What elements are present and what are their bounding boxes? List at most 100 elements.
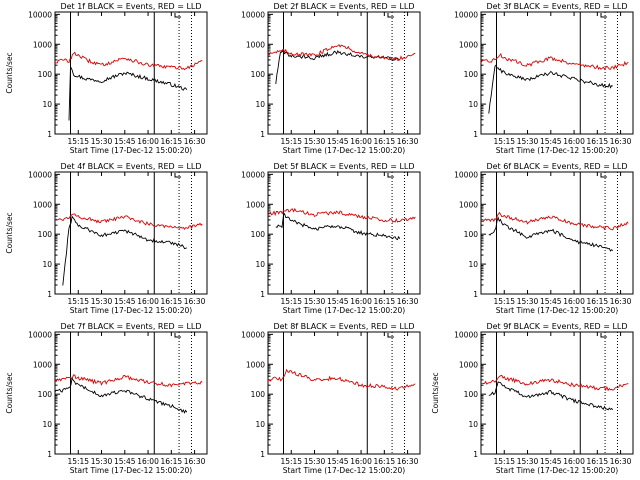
y-tick-label: 10000 <box>28 330 52 339</box>
lld-series-line <box>480 211 629 231</box>
y-tick-label: 1 <box>260 290 265 299</box>
corner-bracket-icon <box>387 333 394 338</box>
x-tick-label: 16:00 <box>350 297 372 306</box>
x-tick-label: 15:15 <box>280 457 302 466</box>
plot-frame <box>267 11 421 135</box>
x-tick-label: 16:30 <box>397 297 419 306</box>
panel-title: Det 2f BLACK = Events, RED = LLD <box>273 2 414 11</box>
y-tick-label: 10 <box>42 420 52 429</box>
detector-panel: Det 8f BLACK = Events, RED = LLD 1 10 100 10… <box>241 322 421 475</box>
events-series-line <box>488 216 614 252</box>
x-tick-label: 16:00 <box>137 137 159 146</box>
x-tick-label: 16:15 <box>161 457 183 466</box>
x-tick-label: 16:30 <box>610 297 632 306</box>
y-tick-label: 1 <box>260 450 265 459</box>
y-tick-label: 10 <box>255 100 265 109</box>
x-tick-label: 15:15 <box>493 457 515 466</box>
x-tick-label: 15:15 <box>67 297 89 306</box>
events-series-line <box>488 381 614 411</box>
x-tick-label: 16:30 <box>184 297 206 306</box>
x-tick-label: 15:45 <box>327 137 349 146</box>
y-tick-label: 10000 <box>241 170 265 179</box>
panel-title: Det 4f BLACK = Events, RED = LLD <box>60 162 201 171</box>
x-tick-label: 15:45 <box>327 457 349 466</box>
y-axis-label: Counts/sec <box>5 372 14 413</box>
events-series-line <box>488 64 613 114</box>
events-series-line <box>62 215 187 286</box>
detector-panel: Det 2f BLACK = Events, RED = LLD 1 10 100 10… <box>241 2 421 155</box>
x-tick-label: 15:45 <box>114 137 136 146</box>
y-tick-label: 100 <box>464 70 479 79</box>
x-tick-label: 16:15 <box>587 137 609 146</box>
x-tick-label: 15:30 <box>91 457 113 466</box>
y-tick-label: 10 <box>255 260 265 269</box>
panel-title: Det 1f BLACK = Events, RED = LLD <box>60 2 201 11</box>
y-tick-label: 10000 <box>28 10 52 19</box>
plot-frame <box>267 331 421 455</box>
y-tick-label: 10 <box>42 260 52 269</box>
y-tick-label: 1 <box>260 130 265 139</box>
lld-series-line <box>480 52 629 71</box>
x-tick-label: 16:15 <box>374 137 396 146</box>
plot-frame <box>54 11 208 135</box>
x-axis-label: Start Time (17-Dec-12 15:00:20) <box>283 306 405 315</box>
panel-title: Det 3f BLACK = Events, RED = LLD <box>486 2 627 11</box>
x-tick-label: 16:00 <box>350 457 372 466</box>
plot-frame <box>480 171 634 295</box>
x-tick-label: 16:00 <box>563 457 585 466</box>
y-tick-label: 100 <box>251 230 266 239</box>
y-tick-label: 10 <box>468 420 478 429</box>
x-tick-label: 15:30 <box>304 297 326 306</box>
plot-frame <box>54 331 208 455</box>
y-tick-label: 100 <box>38 70 53 79</box>
x-tick-label: 15:15 <box>280 297 302 306</box>
y-tick-label: 100 <box>251 70 266 79</box>
events-series-line <box>275 49 400 84</box>
y-tick-label: 10000 <box>241 330 265 339</box>
x-tick-label: 15:30 <box>517 297 539 306</box>
x-tick-label: 16:15 <box>587 457 609 466</box>
x-tick-label: 16:15 <box>587 297 609 306</box>
x-axis-label: Start Time (17-Dec-12 15:00:20) <box>496 306 618 315</box>
x-tick-label: 15:30 <box>304 137 326 146</box>
x-tick-label: 15:30 <box>304 457 326 466</box>
x-axis-label: Start Time (17-Dec-12 15:00:20) <box>496 146 618 155</box>
events-series-line <box>68 66 188 121</box>
corner-bracket-icon <box>600 13 607 18</box>
y-tick-label: 10000 <box>454 10 478 19</box>
y-axis-label: Counts/sec <box>5 212 14 253</box>
x-axis-label: Start Time (17-Dec-12 15:00:20) <box>70 306 192 315</box>
x-tick-label: 15:45 <box>540 297 562 306</box>
corner-bracket-icon <box>174 173 181 178</box>
x-tick-label: 15:15 <box>280 137 302 146</box>
x-tick-label: 16:30 <box>610 137 632 146</box>
y-tick-label: 10000 <box>28 170 52 179</box>
panel-title: Det 5f BLACK = Events, RED = LLD <box>273 162 414 171</box>
y-tick-label: 1000 <box>33 360 52 369</box>
y-tick-label: 1000 <box>246 200 265 209</box>
detector-panel: Det 9f BLACK = Events, RED = LLD 1 10 100 10… <box>431 322 634 475</box>
events-series-line <box>54 376 188 414</box>
detector-panel: Det 5f BLACK = Events, RED = LLD 1 10 100 10… <box>241 162 421 315</box>
lld-series-line <box>480 375 629 392</box>
x-tick-label: 16:15 <box>161 137 183 146</box>
y-axis-label: Counts/sec <box>431 372 440 413</box>
lld-series-line <box>54 213 203 230</box>
corner-bracket-icon <box>387 13 394 18</box>
lld-series-line <box>54 51 203 71</box>
y-tick-label: 100 <box>464 390 479 399</box>
y-tick-label: 1 <box>47 450 52 459</box>
y-tick-label: 1000 <box>246 40 265 49</box>
x-tick-label: 16:00 <box>563 137 585 146</box>
x-tick-label: 15:15 <box>493 297 515 306</box>
x-tick-label: 16:00 <box>137 297 159 306</box>
y-tick-label: 10 <box>255 420 265 429</box>
x-tick-label: 16:00 <box>137 457 159 466</box>
y-tick-label: 10 <box>468 260 478 269</box>
x-axis-label: Start Time (17-Dec-12 15:00:20) <box>283 146 405 155</box>
y-tick-label: 100 <box>464 230 479 239</box>
x-tick-label: 15:15 <box>493 137 515 146</box>
x-tick-label: 15:45 <box>114 457 136 466</box>
x-axis-label: Start Time (17-Dec-12 15:00:20) <box>496 466 618 475</box>
